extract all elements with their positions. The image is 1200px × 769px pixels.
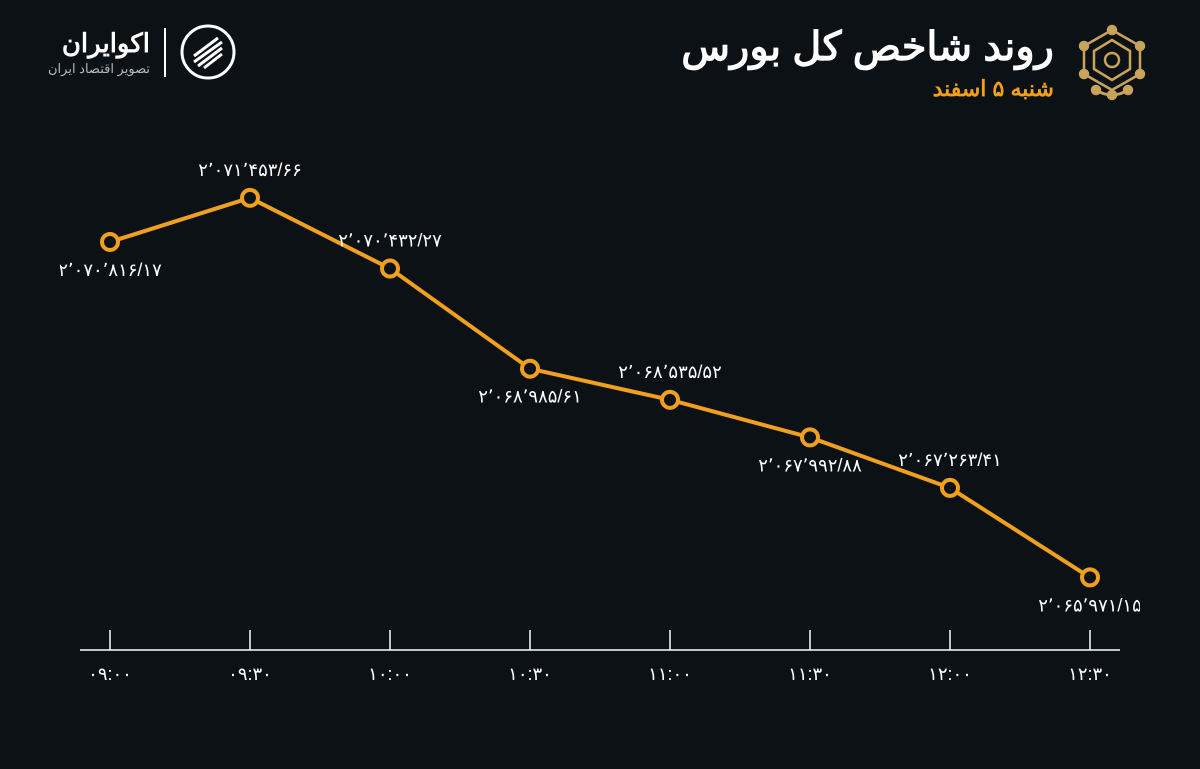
x-axis-label: ۱۰:۳۰ <box>508 664 552 684</box>
x-axis-label: ۱۲:۳۰ <box>1068 664 1112 684</box>
x-axis-label: ۱۱:۰۰ <box>648 664 692 684</box>
line-chart: ۰۹:۰۰ ۰۹:۳۰ ۱۰:۰۰ ۱۰:۳۰ ۱۱:۰۰ ۱۱:۳۰ ۱۲:۰۰ ۱۲:۳۰… <box>60 150 1140 709</box>
data-point-marker <box>662 392 678 408</box>
data-point-label: ۲٬۰۶۸٬۹۸۵/۶۱ <box>478 387 582 407</box>
x-axis-label: ۰۹:۳۰ <box>228 664 272 684</box>
brand-text: اکوایران تصویر اقتصاد ایران <box>48 28 166 77</box>
exchange-logo-icon <box>1072 24 1152 104</box>
brand-block: اکوایران تصویر اقتصاد ایران <box>48 24 236 80</box>
data-point-label: ۲٬۰۶۸٬۵۳۵/۵۲ <box>618 362 722 382</box>
page-subtitle: شنبه ۵ اسفند <box>681 76 1054 102</box>
data-point-label: ۲٬۰۷۰٬۸۱۶/۱۷ <box>60 260 162 280</box>
x-axis-label: ۱۰:۰۰ <box>368 664 412 684</box>
brand-tagline: تصویر اقتصاد ایران <box>48 61 150 77</box>
chart-area: ۰۹:۰۰ ۰۹:۳۰ ۱۰:۰۰ ۱۰:۳۰ ۱۱:۰۰ ۱۱:۳۰ ۱۲:۰۰ ۱۲:۳۰… <box>60 150 1140 709</box>
brand-logo-icon <box>180 24 236 80</box>
data-point-marker <box>1082 569 1098 585</box>
data-point-marker <box>102 234 118 250</box>
x-axis-label: ۰۹:۰۰ <box>88 664 132 684</box>
data-point-marker <box>382 261 398 277</box>
x-axis-label: ۱۲:۰۰ <box>928 664 972 684</box>
data-point-label: ۲٬۰۷۱٬۴۵۳/۶۶ <box>198 160 302 180</box>
header: اکوایران تصویر اقتصاد ایران <box>0 24 1200 104</box>
x-axis-label: ۱۱:۳۰ <box>788 664 832 684</box>
title-block: روند شاخص کل بورس شنبه ۵ اسفند <box>681 24 1152 104</box>
data-point-marker <box>802 429 818 445</box>
data-point-label: ۲٬۰۷۰٬۴۳۲/۲۷ <box>338 231 442 251</box>
data-point-label: ۲٬۰۶۵٬۹۷۱/۱۵ <box>1038 595 1140 615</box>
data-point-marker <box>242 190 258 206</box>
data-point-marker <box>942 480 958 496</box>
title-texts: روند شاخص کل بورس شنبه ۵ اسفند <box>681 24 1054 102</box>
data-point-label: ۲٬۰۶۷٬۲۶۳/۴۱ <box>898 450 1002 470</box>
data-point-marker <box>522 361 538 377</box>
data-point-label: ۲٬۰۶۷٬۹۹۲/۸۸ <box>758 455 862 475</box>
page-title: روند شاخص کل بورس <box>681 24 1054 70</box>
brand-title: اکوایران <box>48 28 150 59</box>
